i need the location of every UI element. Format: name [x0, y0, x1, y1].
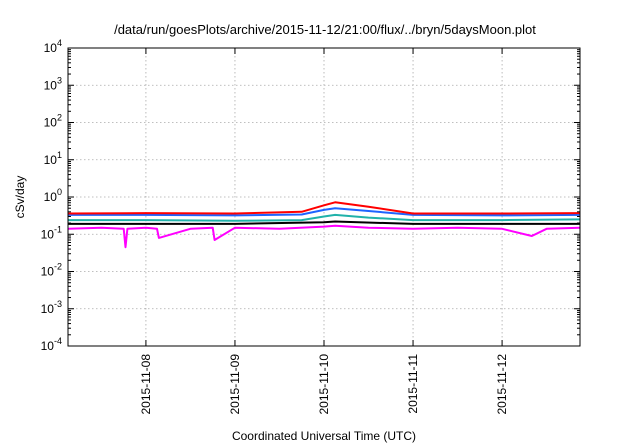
series-line	[68, 207, 581, 217]
x-tick-label: 2015-11-10	[317, 354, 331, 415]
x-tick-label: 2015-11-08	[139, 354, 153, 415]
y-tick-label: 10-4	[41, 336, 62, 353]
series-line	[68, 220, 580, 225]
chart-title: /data/run/goesPlots/archive/2015-11-12/2…	[114, 22, 536, 37]
grid	[68, 48, 580, 346]
y-tick-label: 100	[44, 187, 62, 204]
axes: 10-4 10-3 10-2 10-1 100 101 102 103 104 2015-11-0…	[41, 38, 580, 415]
y-tick-label: 104	[44, 38, 62, 55]
x-tick-label: 2015-11-09	[228, 354, 242, 415]
y-tick-label: 103	[44, 75, 62, 92]
series-line	[68, 213, 581, 222]
series-layer	[67, 201, 581, 249]
y-tick-label: 101	[44, 150, 62, 167]
y-tick-label: 10-1	[41, 224, 62, 241]
series-line	[67, 224, 581, 249]
y-tick-label: 102	[44, 113, 62, 130]
y-axis-label: cSv/day	[13, 176, 27, 219]
y-tick-label: 10-2	[41, 262, 62, 279]
x-axis-label: Coordinated Universal Time (UTC)	[232, 429, 416, 443]
x-tick-label: 2015-11-11	[406, 354, 420, 414]
series-line	[67, 201, 581, 215]
x-tick-label: 2015-11-12	[495, 354, 509, 415]
y-tick-label: 10-3	[41, 299, 62, 316]
